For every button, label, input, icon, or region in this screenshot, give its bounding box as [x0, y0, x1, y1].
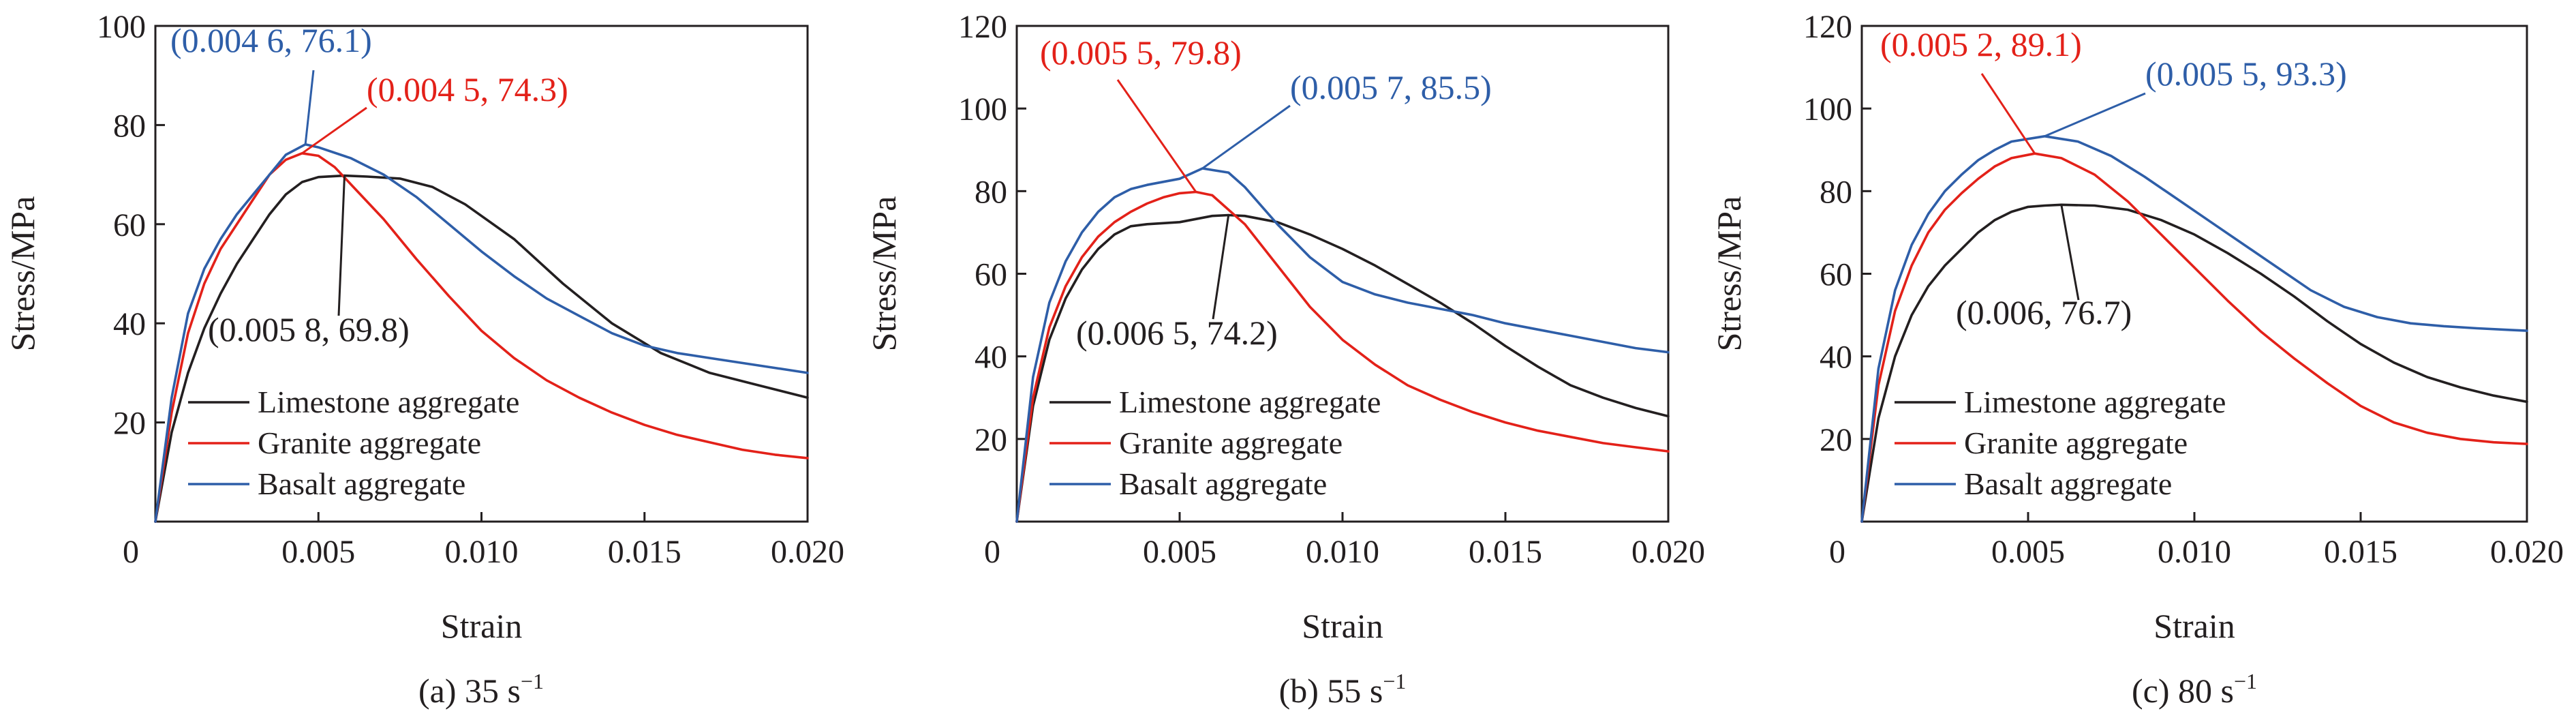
x-tick-label: 0.020 [771, 534, 844, 570]
series-line-basalt [154, 143, 809, 523]
series-line-granite [1860, 152, 2528, 523]
peak-annotation: (0.005 5, 79.8) [1040, 33, 1242, 72]
y-tick-label: 100 [97, 9, 146, 45]
peak-annotation: (0.005 2, 89.1) [1880, 25, 2082, 63]
x-tick-label: 0.010 [1306, 534, 1379, 570]
series-line-limestone [1015, 213, 1670, 523]
annotation-leader [2044, 92, 2146, 138]
annotation-leader [1980, 73, 2036, 155]
y-tick-label: 20 [975, 422, 1007, 458]
caption-superscript: −1 [2234, 669, 2257, 693]
legend-label-basalt: Basalt aggregate [258, 466, 465, 501]
y-axis-title: Stress/MPa [865, 196, 903, 352]
x-tick-label: 0.005 [1143, 534, 1216, 570]
legend-label-granite: Granite aggregate [1964, 425, 2188, 460]
y-tick-label: 80 [113, 108, 146, 144]
y-tick-label: 100 [958, 91, 1007, 127]
y-tick-label: 80 [975, 174, 1007, 210]
y-tick-label: 60 [113, 207, 146, 243]
annotation-leader [304, 70, 315, 145]
legend-label-limestone: Limestone aggregate [1964, 385, 2226, 419]
x-tick-label: 0 [984, 534, 1000, 570]
x-tick-label: 0.015 [1469, 534, 1542, 570]
legend-label-limestone: Limestone aggregate [258, 385, 519, 419]
legend-label-limestone: Limestone aggregate [1119, 385, 1381, 419]
y-tick-label: 100 [1803, 91, 1852, 127]
peak-annotation: (0.005 5, 93.3) [2145, 55, 2347, 93]
x-tick-label: 0 [1829, 534, 1845, 570]
panel-caption: (b) 55 s−1 [1279, 669, 1407, 710]
legend-label-basalt: Basalt aggregate [1119, 466, 1327, 501]
x-tick-label: 0.005 [281, 534, 355, 570]
y-tick-label: 120 [1803, 9, 1852, 45]
x-tick-label: 0 [123, 534, 139, 570]
y-tick-label: 60 [975, 257, 1007, 293]
x-tick-label: 0.010 [2158, 534, 2231, 570]
y-tick-label: 20 [113, 406, 146, 442]
plot-frame [1860, 25, 2528, 523]
legend-label-granite: Granite aggregate [1119, 425, 1343, 460]
panel-caption: (c) 80 s−1 [2132, 669, 2257, 710]
series-line-basalt [1860, 135, 2528, 523]
annotation-leader [1201, 104, 1291, 170]
legend-label-granite: Granite aggregate [258, 425, 481, 460]
annotation-leader [1116, 79, 1197, 193]
caption-text: (b) 55 s [1279, 672, 1383, 710]
caption-superscript: −1 [521, 669, 544, 693]
chart-panel-2: 20 40 60 80 100 120 0 0.005 0.010 0.015 0.020 Strai… [1710, 9, 2564, 710]
y-tick-label: 80 [1820, 174, 1852, 210]
annotation-leader [337, 175, 346, 316]
legend-label-basalt: Basalt aggregate [1964, 466, 2172, 501]
chart-panel-1: 20 40 60 80 100 120 0 0.005 0.010 0.015 0.020 Strai… [865, 9, 1705, 710]
peak-annotation: (0.005 7, 85.5) [1290, 68, 1492, 106]
peak-annotation: (0.004 5, 74.3) [367, 70, 568, 108]
caption-text: (a) 35 s [418, 672, 521, 710]
series-line-granite [154, 152, 809, 523]
peak-annotation: (0.004 6, 76.1) [170, 21, 372, 59]
x-tick-label: 0.020 [2490, 534, 2564, 570]
y-axis-title: Stress/MPa [1710, 196, 1748, 352]
annotation-leader [2060, 205, 2080, 301]
x-tick-label: 0.020 [1631, 534, 1705, 570]
x-axis-title: Strain [1302, 607, 1383, 645]
caption-text: (c) 80 s [2132, 672, 2234, 710]
x-axis-title: Strain [2153, 607, 2235, 645]
peak-annotation: (0.005 8, 69.8) [208, 310, 410, 348]
x-axis-title: Strain [441, 607, 522, 645]
x-tick-label: 0.010 [445, 534, 519, 570]
chart-panel-0: 20 40 60 80 100 0 0.005 0.010 0.015 0.020 Strain St… [3, 9, 844, 710]
series-line-limestone [154, 174, 809, 523]
x-tick-label: 0.015 [608, 534, 681, 570]
peak-annotation: (0.006 5, 74.2) [1076, 314, 1278, 352]
y-tick-label: 60 [1820, 257, 1852, 293]
y-axis-title: Stress/MPa [3, 196, 42, 352]
x-tick-label: 0.015 [2324, 534, 2397, 570]
caption-superscript: −1 [1383, 669, 1406, 693]
series-line-granite [1015, 190, 1670, 523]
peak-annotation: (0.006, 76.7) [1956, 293, 2132, 331]
panel-caption: (a) 35 s−1 [418, 669, 544, 710]
series-line-basalt [1015, 167, 1670, 523]
y-tick-label: 20 [1820, 422, 1852, 458]
annotation-leader [1212, 215, 1230, 320]
y-tick-label: 40 [113, 306, 146, 342]
y-tick-label: 120 [958, 9, 1007, 45]
series-line-limestone [1860, 203, 2528, 523]
y-tick-label: 40 [1820, 340, 1852, 376]
annotation-leader [301, 106, 367, 155]
x-tick-label: 0.005 [1991, 534, 2065, 570]
y-tick-label: 40 [975, 340, 1007, 376]
